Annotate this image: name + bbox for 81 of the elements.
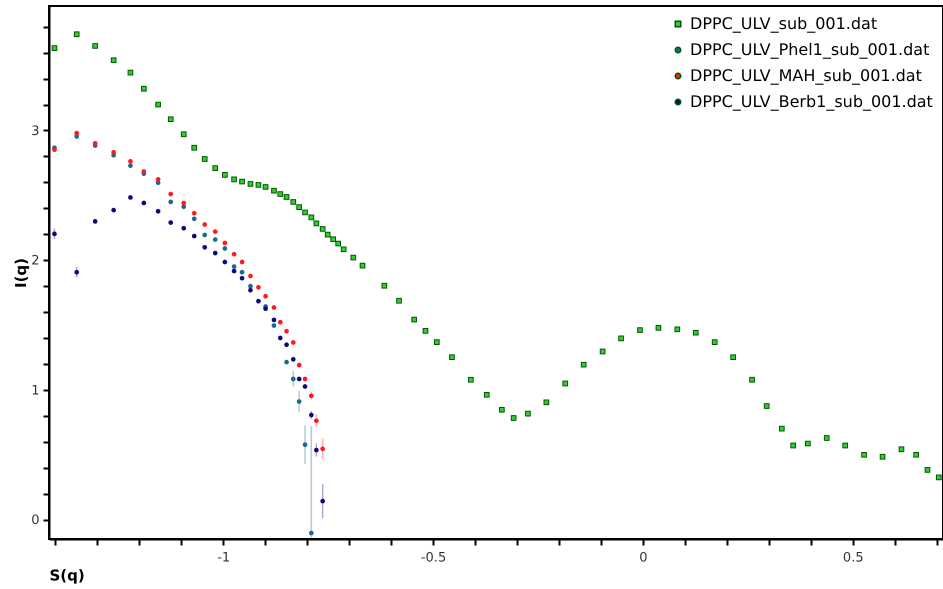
point [222,240,228,246]
point [296,362,302,368]
y-tick-label: 0 [31,513,40,528]
point [222,246,228,251]
point [248,284,253,288]
point [232,268,236,274]
point [320,498,325,504]
point [156,208,160,214]
y-tick-label: 3 [31,124,40,139]
x-tick-label: 0 [639,550,648,566]
point [222,260,228,264]
point [248,274,253,278]
x-tick-label: 0.5 [842,550,864,566]
point [256,284,261,290]
point [192,210,197,216]
point [240,276,244,281]
point [202,245,208,250]
point [272,323,276,328]
point [240,260,244,264]
point [52,232,57,236]
point [142,169,146,174]
point [284,360,289,364]
x-tick-label: -0.5 [420,550,446,566]
legend-label: DPPC_ULV_Phel1_sub_001.dat [690,40,930,59]
legend-label: DPPC_ULV_sub_001.dat [690,14,878,33]
point [308,530,314,536]
point [181,226,186,231]
point [302,442,308,448]
point [248,288,253,293]
point [290,340,296,345]
x-axis-title: S(q) [50,566,85,584]
point [92,219,98,224]
point [320,446,325,452]
point [284,342,289,348]
point [74,130,80,136]
point [212,250,218,256]
point [128,159,133,164]
point [290,376,296,382]
point [92,140,98,146]
point [111,208,116,212]
point [263,294,268,299]
y-axis-title: I(q) [12,258,30,288]
point [168,192,174,196]
point [314,418,319,424]
point [232,252,236,257]
point [232,264,236,269]
point [284,328,289,334]
point [272,305,276,310]
point [296,376,302,382]
y-tick-label: 1 [31,383,40,398]
point [296,399,302,404]
point [272,318,276,322]
point [212,237,218,242]
legend-label: DPPC_ULV_MAH_sub_001.dat [690,66,922,85]
point [302,384,308,389]
point [278,336,283,340]
point [168,200,174,204]
point [128,163,133,168]
point [74,270,80,275]
point [202,222,208,227]
legend-label: DPPC_ULV_Berb1_sub_001.dat [690,92,933,111]
point [290,357,296,362]
point [142,200,146,206]
x-tick-label: -1 [217,550,230,566]
point [168,220,174,225]
point [212,229,218,234]
point [192,234,197,238]
point [181,200,186,206]
point [302,376,308,382]
point [263,306,268,312]
point [192,216,197,222]
point [181,204,186,210]
point [128,195,133,200]
point [111,150,116,155]
point [278,320,283,325]
y-tick-label: 2 [31,254,40,269]
point [156,177,160,182]
point [256,298,261,304]
point [314,448,319,452]
point [240,270,244,275]
point [202,232,208,238]
